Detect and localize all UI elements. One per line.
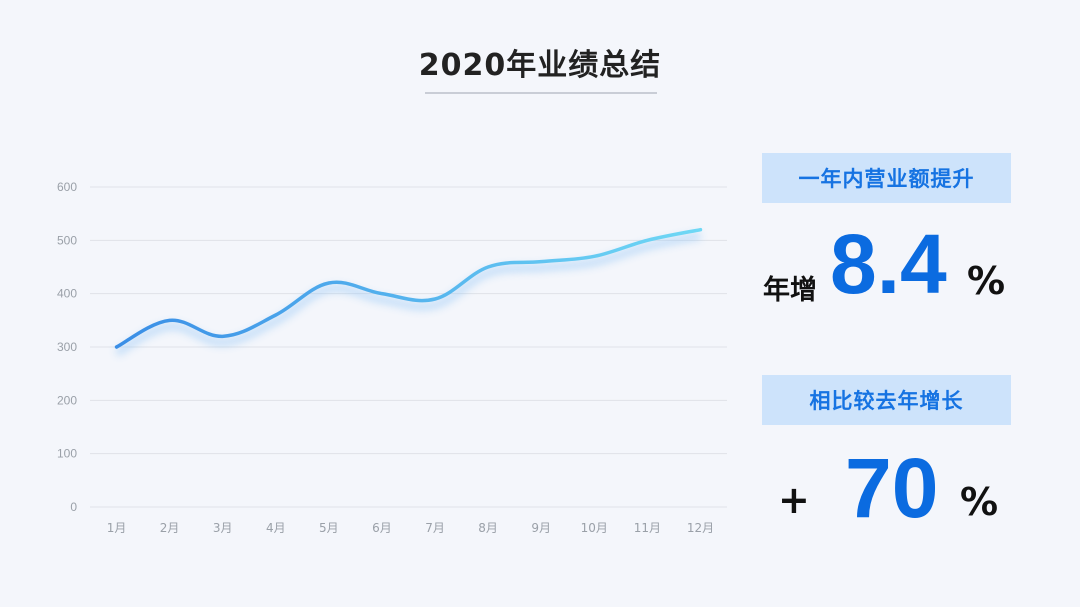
y-tick-label: 300 bbox=[57, 340, 77, 354]
x-tick-label: 12月 bbox=[687, 521, 714, 535]
y-tick-label: 600 bbox=[57, 180, 77, 194]
y-tick-label: 100 bbox=[57, 447, 77, 461]
page-title: 2020年业绩总结 bbox=[418, 48, 662, 83]
y-tick-label: 0 bbox=[70, 500, 77, 514]
line-chart: 0 100 200 300 400 500 600 1月 2月 3月 4月 5月 6月 7月 8月 9月 10… bbox=[57, 180, 727, 535]
x-tick-label: 9月 bbox=[531, 521, 551, 535]
x-tick-label: 7月 bbox=[425, 521, 445, 535]
yoy-unit: % bbox=[960, 480, 999, 524]
y-tick-label: 200 bbox=[57, 393, 77, 407]
x-tick-label: 8月 bbox=[478, 521, 498, 535]
series-line-glow bbox=[114, 231, 702, 357]
yoy-prefix: + bbox=[778, 478, 810, 522]
growth-prefix: 年增 bbox=[763, 275, 817, 306]
x-tick-label: 5月 bbox=[319, 521, 339, 535]
x-tick-label: 6月 bbox=[372, 521, 392, 535]
growth-value: 8.4 bbox=[830, 217, 947, 311]
series-line bbox=[114, 227, 703, 349]
growth-label: 一年内营业额提升 bbox=[762, 153, 1011, 203]
x-tick-label: 10月 bbox=[581, 521, 608, 535]
growth-unit: % bbox=[967, 259, 1006, 303]
x-tick-label: 2月 bbox=[160, 521, 180, 535]
y-tick-label: 500 bbox=[57, 233, 77, 247]
yoy-value: 70 bbox=[845, 441, 939, 535]
x-tick-label: 3月 bbox=[213, 521, 233, 535]
x-tick-label: 4月 bbox=[266, 521, 286, 535]
title-underline bbox=[425, 92, 657, 94]
x-tick-label: 11月 bbox=[634, 521, 661, 535]
x-tick-label: 1月 bbox=[107, 521, 127, 535]
yoy-label: 相比较去年增长 bbox=[762, 375, 1011, 425]
y-tick-label: 400 bbox=[57, 287, 77, 301]
